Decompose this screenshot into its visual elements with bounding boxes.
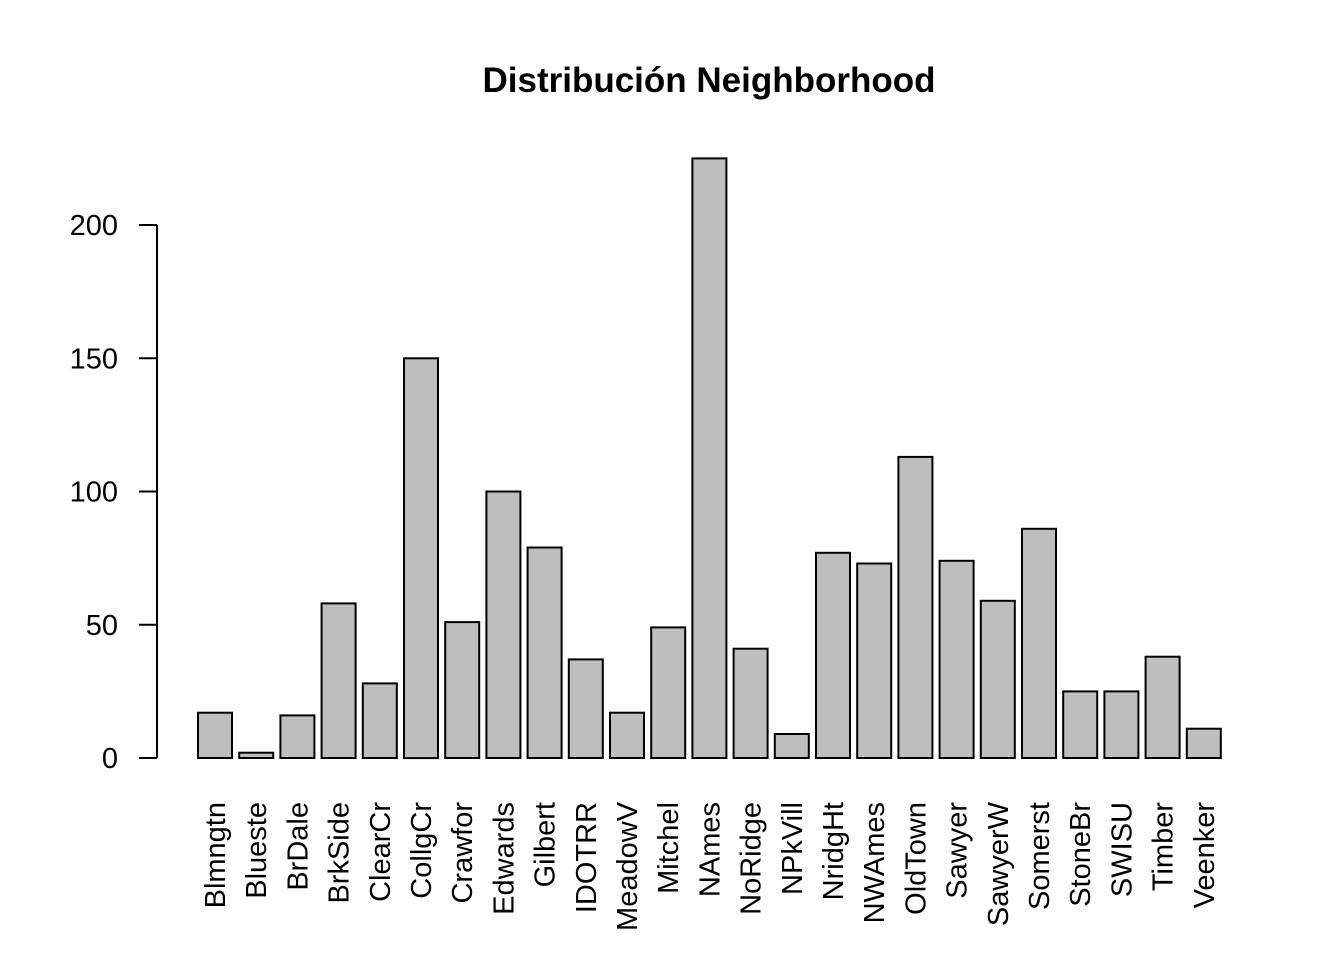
bar-oldtown xyxy=(897,455,934,759)
bar-crawfor xyxy=(444,621,481,759)
y-tick-label: 200 xyxy=(70,210,118,242)
x-category-label: BrDale xyxy=(282,802,314,891)
x-category-label: Sawyer xyxy=(942,802,974,899)
bar-noridge xyxy=(732,647,769,760)
bar-nwames xyxy=(856,562,893,759)
x-category-label: ClearCr xyxy=(365,802,397,902)
bar-sawyer xyxy=(938,559,975,759)
bar-nridght xyxy=(815,551,851,759)
bar-names xyxy=(691,157,728,759)
x-category-label: Gilbert xyxy=(530,802,562,887)
bar-swisu xyxy=(1103,690,1140,760)
bar-veenker xyxy=(1185,727,1222,760)
x-category-label: NridgHt xyxy=(818,802,850,900)
bar-edwards xyxy=(485,490,522,759)
bar-sawyerw xyxy=(979,599,1016,759)
bar-stonebr xyxy=(1062,690,1099,760)
x-category-label: CollgCr xyxy=(406,802,438,899)
bar-clearcr xyxy=(361,682,398,760)
y-tick-label: 50 xyxy=(86,610,118,642)
y-tick-label: 150 xyxy=(70,343,118,375)
y-tick-label: 100 xyxy=(70,477,118,509)
x-category-label: BrkSide xyxy=(324,802,356,904)
y-tick-label: 0 xyxy=(102,743,118,775)
x-category-label: MeadowV xyxy=(612,801,644,931)
x-category-label: NAmes xyxy=(694,802,726,897)
x-category-label: Blmngtn xyxy=(200,802,232,908)
x-category-label: IDOTRR xyxy=(571,802,603,913)
x-category-label: SawyerW xyxy=(983,801,1015,926)
bar-collgcr xyxy=(403,357,439,760)
x-category-label: OldTown xyxy=(900,802,932,915)
x-category-label: Timber xyxy=(1148,802,1180,891)
x-category-label: Crawfor xyxy=(447,802,479,904)
x-category-label: StoneBr xyxy=(1065,802,1097,907)
x-category-label: SWISU xyxy=(1106,802,1138,897)
bar-idotrr xyxy=(567,658,604,760)
x-category-label: NWAmes xyxy=(859,802,891,923)
bar-blmngtn xyxy=(197,711,233,760)
bar-mitchel xyxy=(650,626,687,760)
bar-blueste xyxy=(238,751,275,760)
x-category-label: NPkVill xyxy=(777,802,809,895)
bar-npkvill xyxy=(773,733,810,759)
x-category-label: Edwards xyxy=(488,802,520,915)
x-category-label: Mitchel xyxy=(653,802,685,894)
bar-brdale xyxy=(279,714,316,760)
x-category-label: NoRidge xyxy=(736,802,768,915)
bar-timber xyxy=(1144,655,1181,760)
bars-group xyxy=(197,157,1222,760)
x-category-label: Veenker xyxy=(1189,802,1221,909)
x-category-label: Somerst xyxy=(1024,802,1056,910)
y-axis: 0 50 100 150 200 xyxy=(70,210,158,775)
chart-title: Distribución Neighborhood xyxy=(482,61,935,100)
bar-somerst xyxy=(1021,527,1057,759)
x-category-label: Blueste xyxy=(241,802,273,899)
bar-gilbert xyxy=(526,546,563,759)
bar-brkside xyxy=(320,602,357,760)
bar-meadowv xyxy=(609,711,645,760)
category-labels: Blmngtn Blueste BrDale BrkSide ClearCr CollgC… xyxy=(200,801,1221,931)
